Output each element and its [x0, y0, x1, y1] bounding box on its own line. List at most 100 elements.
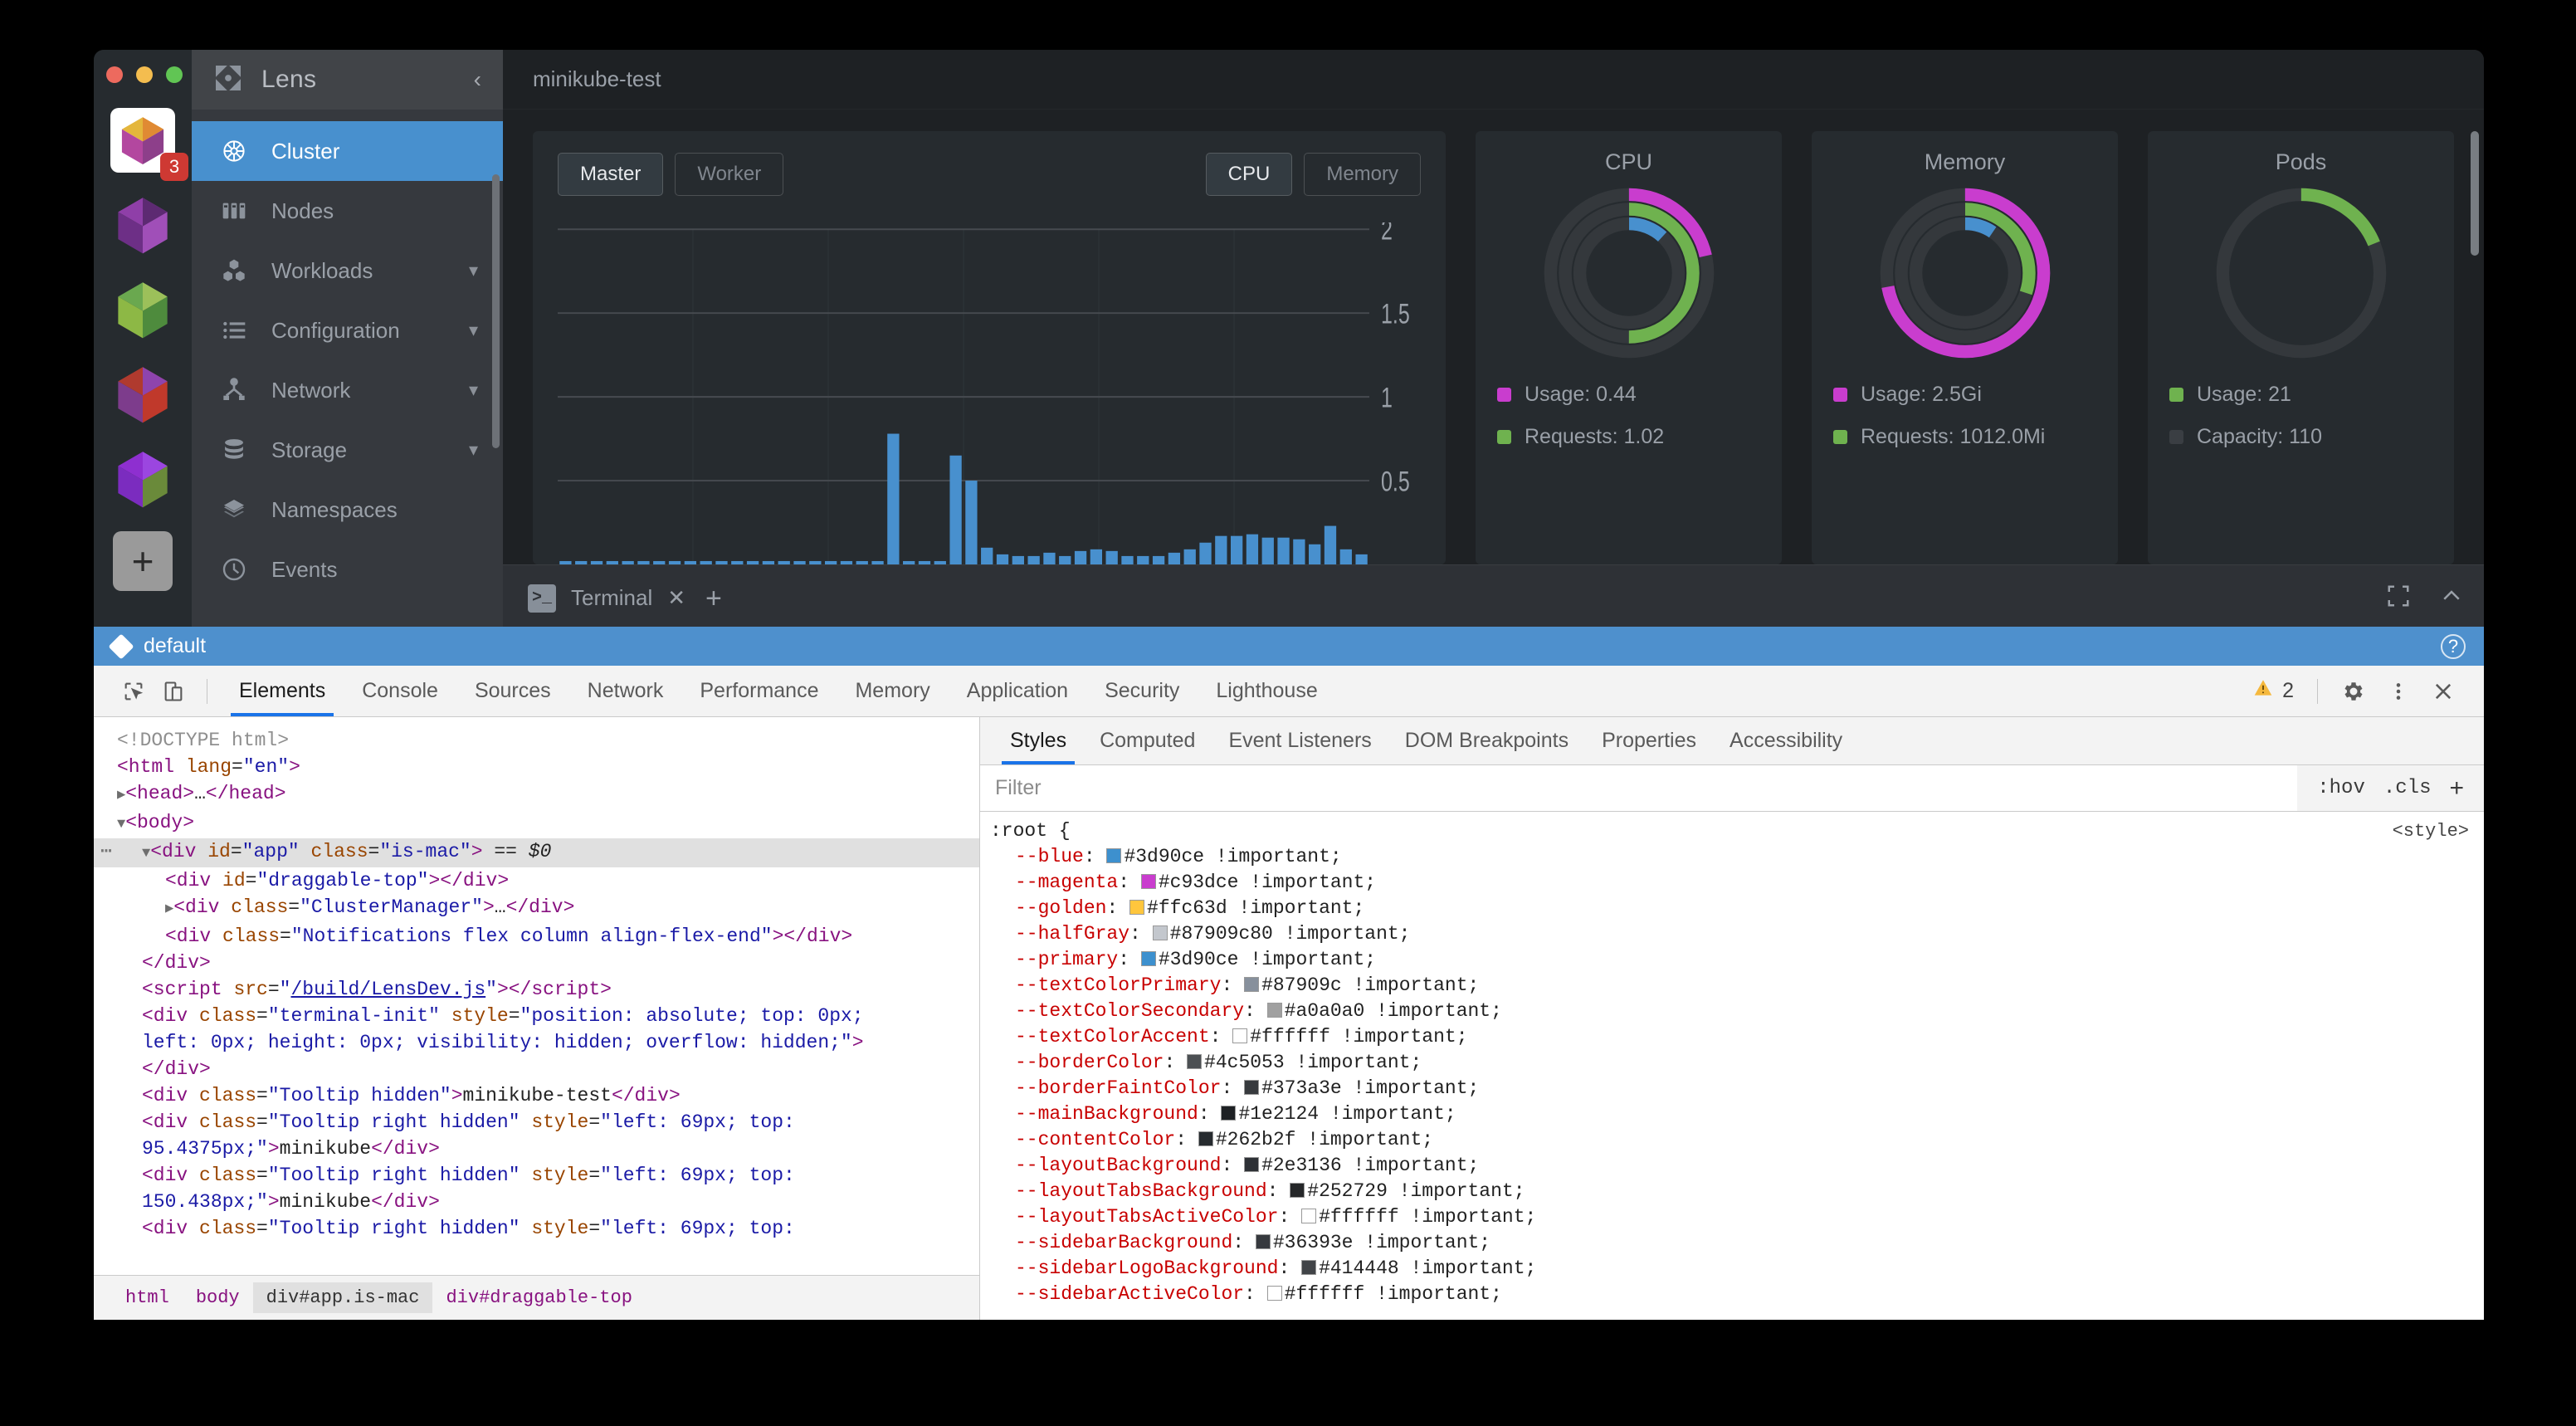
help-icon[interactable]: ?: [2441, 633, 2466, 659]
cluster-avatar-0[interactable]: 3: [110, 108, 188, 181]
sidebar-item-configuration[interactable]: Configuration ▾: [192, 300, 503, 360]
cluster-avatar-2[interactable]: [110, 277, 175, 342]
css-declaration[interactable]: --textColorPrimary: #87909c !important;: [980, 973, 2484, 999]
styles-rules[interactable]: <style> :root { --blue: #3d90ce !importa…: [980, 812, 2484, 1320]
tab-dom-breakpoints[interactable]: DOM Breakpoints: [1404, 729, 1569, 752]
dom-node-line[interactable]: <script src="/build/LensDev.js"></script…: [142, 979, 612, 1000]
worker-filter-button[interactable]: Worker: [675, 153, 784, 196]
fullscreen-icon[interactable]: [2386, 584, 2411, 613]
tab-computed[interactable]: Computed: [1100, 729, 1196, 752]
close-icon[interactable]: [2421, 673, 2466, 710]
css-declaration[interactable]: --sidebarActiveColor: #ffffff !important…: [980, 1282, 2484, 1307]
memory-metric-button[interactable]: Memory: [1304, 153, 1421, 196]
styles-filter-input[interactable]: [980, 765, 2298, 811]
color-swatch[interactable]: [1152, 925, 1168, 940]
dom-node-line[interactable]: ▶<div class="ClusterManager">…</div>: [165, 896, 575, 918]
dom-node-line[interactable]: </div>: [142, 952, 211, 974]
color-swatch[interactable]: [1232, 1028, 1248, 1043]
chevron-down-icon[interactable]: ▾: [468, 379, 478, 400]
color-swatch[interactable]: [1301, 1260, 1317, 1275]
css-declaration[interactable]: --blue: #3d90ce !important;: [980, 844, 2484, 870]
css-declaration[interactable]: --contentColor: #262b2f !important;: [980, 1127, 2484, 1153]
kebab-menu-icon[interactable]: [2376, 673, 2421, 710]
dom-node-line[interactable]: ▶<head>…</head>: [117, 783, 286, 804]
plus-icon[interactable]: +: [705, 582, 722, 614]
chevron-up-icon[interactable]: [2439, 584, 2464, 613]
color-swatch[interactable]: [1290, 1183, 1305, 1198]
cluster-avatar-1[interactable]: [110, 193, 175, 257]
new-style-rule-button[interactable]: +: [2449, 774, 2464, 802]
tab-event-listeners[interactable]: Event Listeners: [1228, 729, 1372, 752]
dom-tree[interactable]: <!DOCTYPE html> <html lang="en"> ▶<head>…<…: [94, 717, 979, 1275]
css-declaration[interactable]: --layoutTabsActiveColor: #ffffff !import…: [980, 1204, 2484, 1230]
dom-node-line[interactable]: <div class="Tooltip right hidden" style=…: [142, 1111, 795, 1133]
master-filter-button[interactable]: Master: [558, 153, 664, 196]
color-swatch[interactable]: [1198, 1131, 1213, 1146]
tab-sources[interactable]: Sources: [474, 679, 551, 702]
css-declaration[interactable]: --textColorSecondary: #a0a0a0 !important…: [980, 999, 2484, 1024]
color-swatch[interactable]: [1255, 1234, 1271, 1249]
dom-node-line[interactable]: </div>: [142, 1058, 211, 1080]
tab-memory[interactable]: Memory: [855, 679, 930, 702]
terminal-tab[interactable]: >_ Terminal ✕: [528, 584, 685, 613]
tab-performance[interactable]: Performance: [700, 679, 819, 702]
css-declaration[interactable]: --sidebarLogoBackground: #414448 !import…: [980, 1256, 2484, 1282]
maximize-window-button[interactable]: [166, 66, 183, 83]
color-swatch[interactable]: [1266, 1003, 1282, 1018]
dom-node-line[interactable]: <div class="Tooltip right hidden" style=…: [142, 1165, 795, 1186]
chevron-down-icon[interactable]: ▾: [468, 439, 478, 460]
css-declaration[interactable]: --mainBackground: #1e2124 !important;: [980, 1101, 2484, 1127]
breadcrumb-item-body[interactable]: body: [195, 1287, 240, 1308]
sidebar-item-network[interactable]: Network ▾: [192, 360, 503, 420]
dom-node-line[interactable]: <div class="terminal-init" style="positi…: [142, 1005, 864, 1027]
device-toolbar-icon[interactable]: [154, 673, 193, 710]
css-declaration[interactable]: --textColorAccent: #ffffff !important;: [980, 1024, 2484, 1050]
hov-toggle[interactable]: :hov: [2317, 777, 2365, 799]
css-declaration[interactable]: --sidebarBackground: #36393e !important;: [980, 1230, 2484, 1256]
cls-toggle[interactable]: .cls: [2383, 777, 2432, 799]
color-swatch[interactable]: [1140, 874, 1156, 889]
dom-node-line[interactable]: ▼<body>: [117, 812, 195, 833]
color-swatch[interactable]: [1244, 1157, 1260, 1172]
sidebar-item-events[interactable]: Events: [192, 540, 503, 599]
sidebar-scrollbar[interactable]: [492, 174, 500, 448]
sidebar-item-nodes[interactable]: Nodes: [192, 181, 503, 241]
cluster-avatar-3[interactable]: [110, 362, 175, 427]
dom-node-line[interactable]: 95.4375px;">minikube</div>: [142, 1138, 440, 1160]
tab-network[interactable]: Network: [587, 679, 664, 702]
dom-node-line[interactable]: ⋯ ▼<div id="app" class="is-mac"> == $0: [94, 838, 979, 867]
tab-console[interactable]: Console: [362, 679, 438, 702]
tab-application[interactable]: Application: [966, 679, 1069, 702]
breadcrumb-item-app[interactable]: div#app.is-mac: [252, 1282, 433, 1313]
css-declaration[interactable]: --layoutTabsBackground: #252729 !importa…: [980, 1179, 2484, 1204]
css-declaration[interactable]: --layoutBackground: #2e3136 !important;: [980, 1153, 2484, 1179]
tab-styles[interactable]: Styles: [993, 717, 1083, 764]
color-swatch[interactable]: [1244, 1080, 1260, 1095]
color-swatch[interactable]: [1140, 951, 1156, 966]
dom-node-line[interactable]: <div class="Notifications flex column al…: [165, 925, 853, 947]
close-window-button[interactable]: [106, 66, 123, 83]
sidebar-item-cluster[interactable]: Cluster: [192, 121, 503, 181]
chevron-down-icon[interactable]: ▾: [468, 320, 478, 340]
dom-node-line[interactable]: left: 0px; height: 0px; visibility: hidd…: [142, 1032, 864, 1053]
tab-lighthouse[interactable]: Lighthouse: [1216, 679, 1318, 702]
add-cluster-button[interactable]: +: [113, 531, 173, 591]
style-source-link[interactable]: <style>: [2392, 821, 2469, 842]
dom-node-line[interactable]: <div class="Tooltip hidden">minikube-tes…: [142, 1085, 681, 1106]
color-swatch[interactable]: [1266, 1286, 1282, 1301]
dom-node-line[interactable]: <div class="Tooltip right hidden" style=…: [142, 1218, 795, 1239]
sidebar-item-storage[interactable]: Storage ▾: [192, 420, 503, 480]
css-declaration[interactable]: --primary: #3d90ce !important;: [980, 947, 2484, 973]
chevron-down-icon[interactable]: ▾: [468, 260, 478, 281]
cpu-metric-button[interactable]: CPU: [1205, 153, 1293, 196]
tab-elements[interactable]: Elements: [221, 666, 344, 716]
minimize-window-button[interactable]: [136, 66, 153, 83]
tab-properties[interactable]: Properties: [1602, 729, 1697, 752]
css-declaration[interactable]: --magenta: #c93dce !important;: [980, 870, 2484, 896]
color-swatch[interactable]: [1244, 977, 1260, 992]
dashboard-scrollbar[interactable]: [2471, 131, 2479, 256]
css-declaration[interactable]: --halfGray: #87909c80 !important;: [980, 921, 2484, 947]
dom-node-line[interactable]: 150.438px;">minikube</div>: [142, 1191, 440, 1213]
color-swatch[interactable]: [1129, 900, 1145, 915]
css-declaration[interactable]: --borderFaintColor: #373a3e !important;: [980, 1076, 2484, 1101]
